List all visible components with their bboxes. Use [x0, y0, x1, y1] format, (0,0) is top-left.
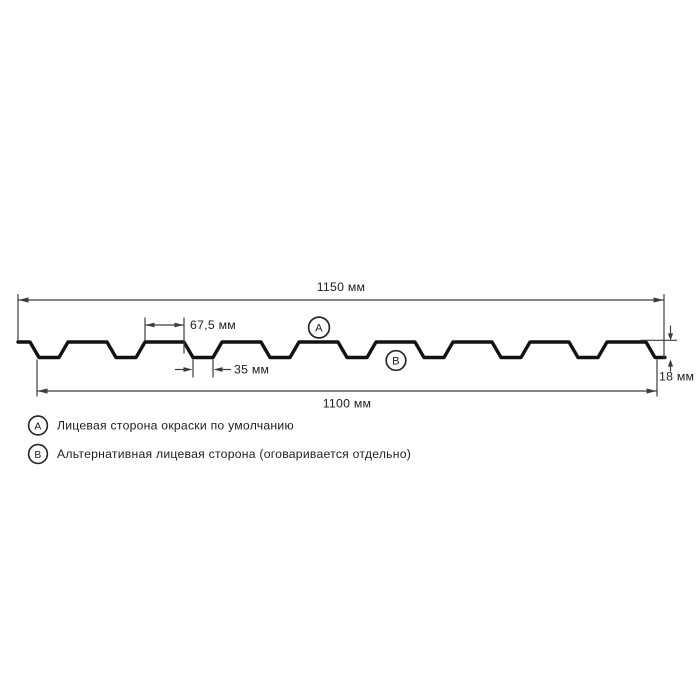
arrow-right-icon [653, 297, 664, 303]
arrow-left-icon [145, 322, 155, 328]
marker-b-letter: B [392, 356, 400, 368]
arrow-right-icon [174, 322, 184, 328]
arrow-down-icon [667, 333, 674, 341]
arrow-right-icon [183, 367, 193, 372]
legend-item-a: A Лицевая сторона окраски по умолчанию [27, 415, 294, 436]
arrow-left-icon [213, 367, 223, 372]
marker-a: A [307, 316, 331, 339]
legend-a-text: Лицевая сторона окраски по умолчанию [57, 419, 294, 433]
dim-top-flange: 67,5 мм [144, 317, 236, 354]
dim-overall-width-label: 1150 мм [317, 280, 366, 294]
legend-b-circle [27, 443, 49, 465]
legend-a-circle [27, 415, 49, 436]
legend-b-text: Альтернативная лицевая сторона (оговарив… [57, 447, 411, 461]
arrow-left-icon [18, 297, 29, 303]
marker-b: B [385, 349, 407, 372]
dim-profile-height-label: 18 мм [659, 370, 694, 384]
dim-profile-height: 18 мм [640, 325, 694, 384]
arrow-right-icon [646, 388, 657, 394]
arrow-up-icon [667, 359, 674, 367]
legend-item-b: B Альтернативная лицевая сторона (оговар… [27, 443, 411, 465]
dim-top-flange-label: 67,5 мм [190, 318, 236, 332]
dim-bottom-flange: 35 мм [175, 359, 269, 378]
dim-working-width-label: 1100 мм [323, 397, 372, 411]
marker-a-letter: A [315, 323, 323, 335]
legend: A Лицевая сторона окраски по умолчанию B… [27, 415, 411, 465]
dim-overall-width: 1150 мм [17, 280, 665, 359]
dim-bottom-flange-label: 35 мм [234, 363, 269, 377]
legend-b-letter: B [34, 450, 41, 461]
legend-a-letter: A [34, 421, 41, 432]
sheet-profile-outline [16, 340, 667, 360]
arrow-left-icon [37, 388, 48, 394]
marker-a-circle [307, 316, 331, 339]
dim-working-width: 1100 мм [36, 359, 658, 411]
marker-b-circle [385, 349, 407, 372]
